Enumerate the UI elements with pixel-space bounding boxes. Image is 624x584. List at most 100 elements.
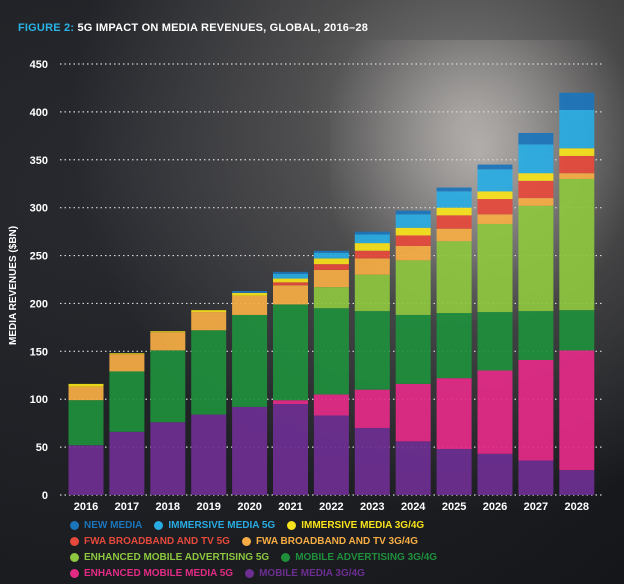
bar-segment-2022-8 [313,250,349,253]
bar-segment-2019-4 [191,312,227,331]
bar-segment-2019-0 [191,414,227,495]
legend-swatch-icon [70,520,79,530]
bar-segment-2021-8 [273,271,308,274]
x-tick-label: 2023 [360,501,384,513]
bar-segment-2016-4 [68,386,104,401]
legend-row: ENHANCED MOBILE ADVERTISING 5G MOBILE ADV… [70,549,449,565]
bar-segment-2027-3 [518,205,554,312]
bar-segment-2025-3 [436,241,472,314]
legend-label: FWA BROADBAND AND TV 3G/4G [255,535,418,547]
bar-segment-2028-3 [559,178,595,311]
figure-title-prefix: FIGURE 2: [18,22,75,34]
bar-segment-2023-2 [354,311,390,390]
legend-swatch-icon [70,536,79,546]
bar-segment-2022-1 [313,394,349,416]
y-tick-label: 450 [30,59,48,71]
bar-segment-2021-2 [273,304,308,401]
bar-segment-2024-1 [395,383,431,442]
bar-segment-2024-3 [395,260,431,315]
x-tick-label: 2024 [401,501,426,513]
legend-item: IMMERSIVE MEDIA 3G/4G [287,520,424,531]
bar-segment-2019-2 [191,330,227,415]
x-tick-label: 2018 [156,501,180,513]
bar-segment-2021-6 [273,278,308,283]
y-tick-label: 400 [30,107,48,119]
legend-swatch-icon [70,568,79,578]
bar-segment-2021-5 [273,282,308,286]
y-tick-label: 200 [30,298,48,310]
bar-segment-2024-0 [395,441,431,495]
bar-segment-2022-2 [313,308,349,395]
legend-label: FWA BROADBAND AND TV 5G [84,535,230,547]
bar-segment-2018-2 [150,350,186,423]
bar-segment-2026-5 [477,199,513,215]
legend-label: MOBILE ADVERTISING 3G/4G [295,551,438,563]
bar-segment-2023-8 [354,231,390,235]
x-tick-label: 2027 [524,501,548,513]
x-tick-label: 2025 [442,501,466,513]
bar-segment-2021-1 [273,400,308,405]
y-tick-label: 0 [42,490,48,502]
bar-segment-2027-4 [518,198,554,206]
bar-segment-2021-7 [273,273,308,279]
bar-segment-2022-0 [313,415,349,495]
legend-item: FWA BROADBAND AND TV 5G [70,536,230,547]
bar-segment-2027-6 [518,173,554,181]
y-tick-label: 50 [36,442,48,454]
legend-swatch-icon [154,520,164,530]
chart-legend: NEW MEDIA IMMERSIVE MEDIA 5G IMMERSIVE MED… [70,517,449,581]
bar-segment-2023-0 [354,427,390,495]
bar-segment-2026-2 [477,312,513,371]
bar-segment-2021-4 [273,285,308,305]
bar-segment-2018-4 [150,332,186,351]
bar-segment-2028-1 [559,350,595,471]
bar-segment-2025-6 [436,207,472,216]
bar-segment-2025-4 [436,228,472,242]
legend-row: NEW MEDIA IMMERSIVE MEDIA 5G IMMERSIVE MED… [70,517,449,533]
bar-segment-2022-7 [313,252,349,259]
y-tick-label: 250 [30,251,48,263]
y-tick-label: 300 [30,203,48,215]
bar-segment-2024-6 [395,227,431,236]
legend-swatch-icon [70,552,79,562]
legend-item: ENHANCED MOBILE ADVERTISING 5G [70,552,269,563]
x-tick-label: 2017 [115,501,139,513]
bar-segment-2024-4 [395,245,431,261]
y-tick-label: 100 [30,394,48,406]
legend-swatch-icon [241,536,251,546]
x-tick-label: 2028 [565,501,589,513]
figure-title: FIGURE 2: 5G IMPACT ON MEDIA REVENUES, G… [18,22,368,34]
legend-row: FWA BROADBAND AND TV 5G FWA BROADBAND AND… [70,533,449,549]
bar-segment-2027-7 [518,144,554,174]
bar-segment-2026-4 [477,214,513,224]
bar-segment-2017-4 [109,354,145,372]
legend-label: IMMERSIVE MEDIA 3G/4G [301,519,425,531]
bar-segment-2023-4 [354,258,390,275]
bar-segment-2023-3 [354,274,390,312]
legend-item: FWA BROADBAND AND TV 3G/4G [241,535,418,547]
x-tick-label: 2021 [278,501,302,513]
bar-segment-2025-8 [436,187,472,192]
bar-segment-2028-6 [559,148,595,156]
bar-segment-2020-2 [232,314,268,407]
bar-segment-2028-4 [559,173,595,179]
x-tick-label: 2019 [196,501,220,513]
bar-segment-2022-3 [313,287,349,309]
bar-segment-2018-0 [150,422,186,495]
bar-segment-2023-6 [354,243,390,251]
bar-segment-2027-8 [518,132,554,145]
x-tick-label: 2016 [74,501,98,513]
bar-segment-2021-0 [273,404,308,495]
bar-segment-2027-0 [518,460,554,495]
bar-segment-2020-4 [232,295,268,315]
legend-item: MOBILE ADVERTISING 3G/4G [281,552,437,563]
bar-segment-2022-6 [313,258,349,265]
bar-segment-2017-2 [109,371,145,432]
bar-segment-2024-2 [395,314,431,384]
bar-segment-2028-7 [559,109,595,149]
legend-swatch-icon [245,568,255,578]
bar-segment-2028-5 [559,155,595,174]
legend-swatch-icon [287,520,297,530]
bar-segment-2027-2 [518,311,554,360]
bar-segment-2026-6 [477,191,513,200]
